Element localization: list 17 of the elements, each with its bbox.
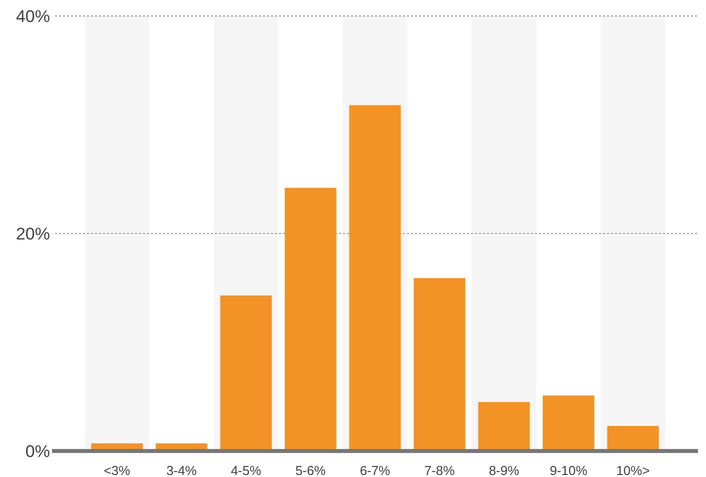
- bar: [414, 278, 466, 451]
- bar: [607, 426, 659, 451]
- x-tick-label: 9-10%: [550, 463, 588, 477]
- bar: [478, 402, 530, 451]
- x-tick-label: 5-6%: [295, 463, 326, 477]
- bar: [542, 396, 594, 451]
- bar: [284, 188, 336, 451]
- x-tick-label: 10%>: [616, 463, 650, 477]
- x-tick-label: 7-8%: [424, 463, 456, 477]
- x-tick-label: <3%: [104, 463, 131, 477]
- x-tick-label: 4-5%: [230, 463, 262, 477]
- y-tick-label: 20%: [16, 224, 50, 244]
- y-tick-label: 40%: [16, 6, 50, 26]
- x-tick-label: 8-9%: [488, 463, 520, 477]
- x-tick-label: 6-7%: [360, 463, 391, 477]
- x-tick-label: 3-4%: [166, 463, 198, 477]
- y-tick-label: 0%: [25, 442, 50, 461]
